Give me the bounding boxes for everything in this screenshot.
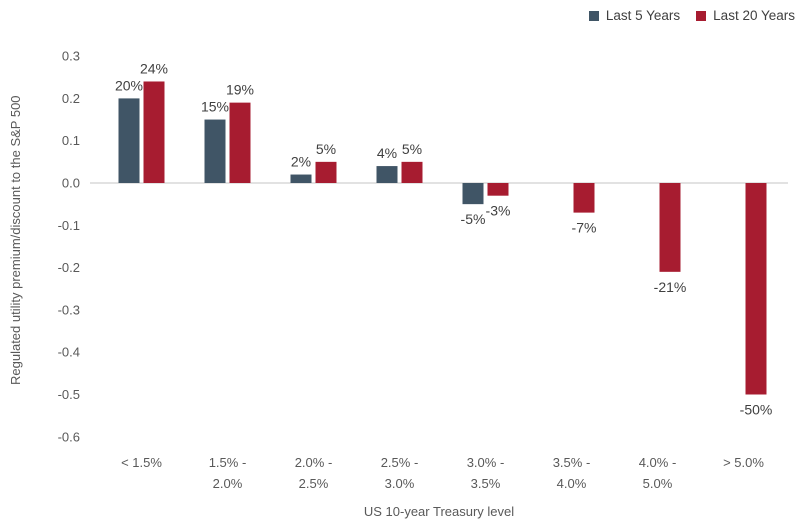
bar-last-5-years <box>462 183 484 205</box>
bar-data-label: -5% <box>461 211 486 227</box>
bar-data-label: 19% <box>226 82 254 98</box>
legend-swatch-last-5-years-icon <box>588 10 599 21</box>
bar-data-label: -3% <box>486 203 511 219</box>
bar-last-5-years <box>204 119 226 183</box>
y-tick-label: -0.1 <box>58 218 80 233</box>
x-category-label: 4.0% - <box>639 455 677 470</box>
x-category-label: 3.0% - <box>467 455 505 470</box>
x-category-label: 5.0% <box>643 476 673 491</box>
bar-data-label: 5% <box>402 141 422 157</box>
y-tick-label: -0.3 <box>58 302 80 317</box>
y-tick-label: 0.2 <box>62 91 80 106</box>
legend-item-last-20-years: Last 20 Years <box>696 8 795 23</box>
x-category-label: < 1.5% <box>121 455 162 470</box>
bar-data-label: 5% <box>316 141 336 157</box>
legend-swatch-last-20-years-icon <box>696 10 707 21</box>
x-category-label: 1.5% - <box>209 455 247 470</box>
bar-last-20-years <box>315 161 337 183</box>
bar-data-label: 24% <box>140 60 168 76</box>
y-tick-label: -0.5 <box>58 387 80 402</box>
bar-last-20-years <box>573 183 595 213</box>
bar-last-20-years <box>143 81 165 183</box>
x-category-label: 2.5% - <box>381 455 419 470</box>
bar-data-label: 4% <box>377 145 397 161</box>
bar-last-20-years <box>401 161 423 183</box>
y-tick-label: -0.6 <box>58 429 80 444</box>
y-tick-label: 0.3 <box>62 49 80 64</box>
bar-data-label: 15% <box>201 99 229 115</box>
bar-last-20-years <box>659 183 681 272</box>
bar-data-label: -7% <box>572 220 597 236</box>
bar-data-label: -21% <box>654 279 687 295</box>
x-category-label: 2.5% <box>299 476 329 491</box>
x-category-label: 2.0% - <box>295 455 333 470</box>
x-category-label: 3.5% - <box>553 455 591 470</box>
bar-last-20-years <box>745 183 767 395</box>
bar-last-5-years <box>118 98 140 183</box>
y-tick-label: 0.1 <box>62 133 80 148</box>
bar-data-label: 2% <box>291 154 311 170</box>
legend: Last 5 Years Last 20 Years <box>588 8 795 23</box>
x-category-label: > 5.0% <box>723 455 764 470</box>
bar-last-5-years <box>290 174 312 183</box>
bar-data-label: 20% <box>115 77 143 93</box>
y-tick-label: 0.0 <box>62 176 80 191</box>
x-category-label: 3.0% <box>385 476 415 491</box>
bar-data-label: -50% <box>740 402 773 418</box>
y-tick-label: -0.2 <box>58 260 80 275</box>
x-axis-title: US 10-year Treasury level <box>363 504 515 519</box>
bar-last-5-years <box>376 166 398 183</box>
x-category-label: 2.0% <box>213 476 243 491</box>
x-category-label: 3.5% <box>471 476 501 491</box>
x-category-label: 4.0% <box>557 476 587 491</box>
legend-label-last-20-years: Last 20 Years <box>713 8 795 23</box>
bar-last-20-years <box>487 183 509 196</box>
bar-last-20-years <box>229 102 251 183</box>
legend-item-last-5-years: Last 5 Years <box>588 8 681 23</box>
legend-label-last-5-years: Last 5 Years <box>605 8 681 23</box>
y-tick-label: -0.4 <box>58 345 80 360</box>
